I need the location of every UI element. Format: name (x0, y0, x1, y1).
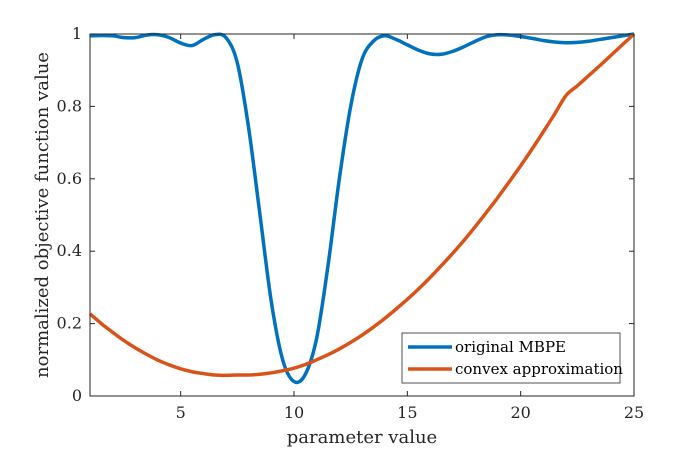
legend: original MBPE convex approximation (401, 332, 623, 384)
y-tick-label: 0.4 (57, 241, 82, 260)
y-tick-label: 0.8 (57, 96, 82, 115)
x-tick-label: 15 (397, 403, 417, 422)
legend-label-convex-approximation: convex approximation (455, 360, 623, 378)
x-tick-label: 25 (624, 403, 644, 422)
series-line-original-mbpe (89, 32, 635, 385)
series-layer (88, 32, 636, 385)
y-tick-label: 0.2 (57, 314, 82, 333)
legend-box (401, 332, 621, 384)
ticks-layer: 5 10 15 20 25 0 0.2 0.4 0.6 0.8 1 (57, 24, 645, 422)
series-line-convex-approximation (88, 32, 636, 378)
x-tick-label: 5 (176, 403, 186, 422)
legend-label-original-mbpe: original MBPE (455, 338, 566, 356)
x-tick-label: 20 (510, 403, 530, 422)
y-tick-label: 1 (72, 24, 82, 43)
y-tick-label: 0.6 (57, 169, 82, 188)
y-axis-label: normalized objective function value (32, 52, 53, 378)
plot-frame (89, 33, 635, 397)
x-tick-label: 10 (284, 403, 304, 422)
x-axis-label: parameter value (287, 427, 437, 448)
y-tick-label: 0 (72, 386, 82, 405)
